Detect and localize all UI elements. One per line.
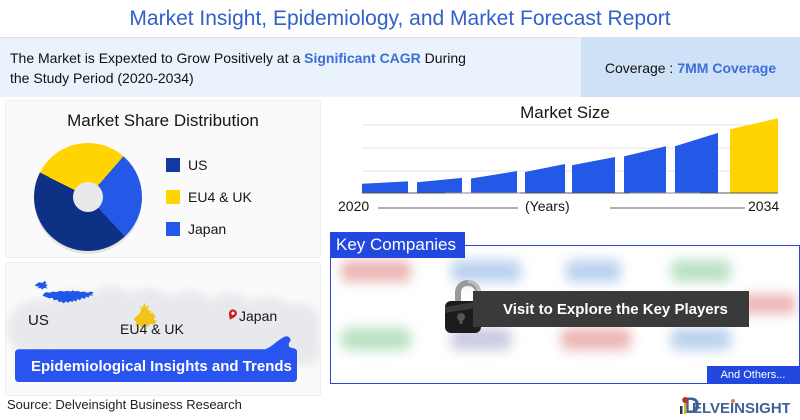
- svg-text:US: US: [28, 312, 49, 329]
- svg-text:EU4 & UK: EU4 & UK: [120, 321, 184, 337]
- svg-text:INSIGHT: INSIGHT: [730, 400, 790, 417]
- svg-text:Japan: Japan: [239, 308, 277, 324]
- svg-text:ELVE: ELVE: [692, 400, 730, 417]
